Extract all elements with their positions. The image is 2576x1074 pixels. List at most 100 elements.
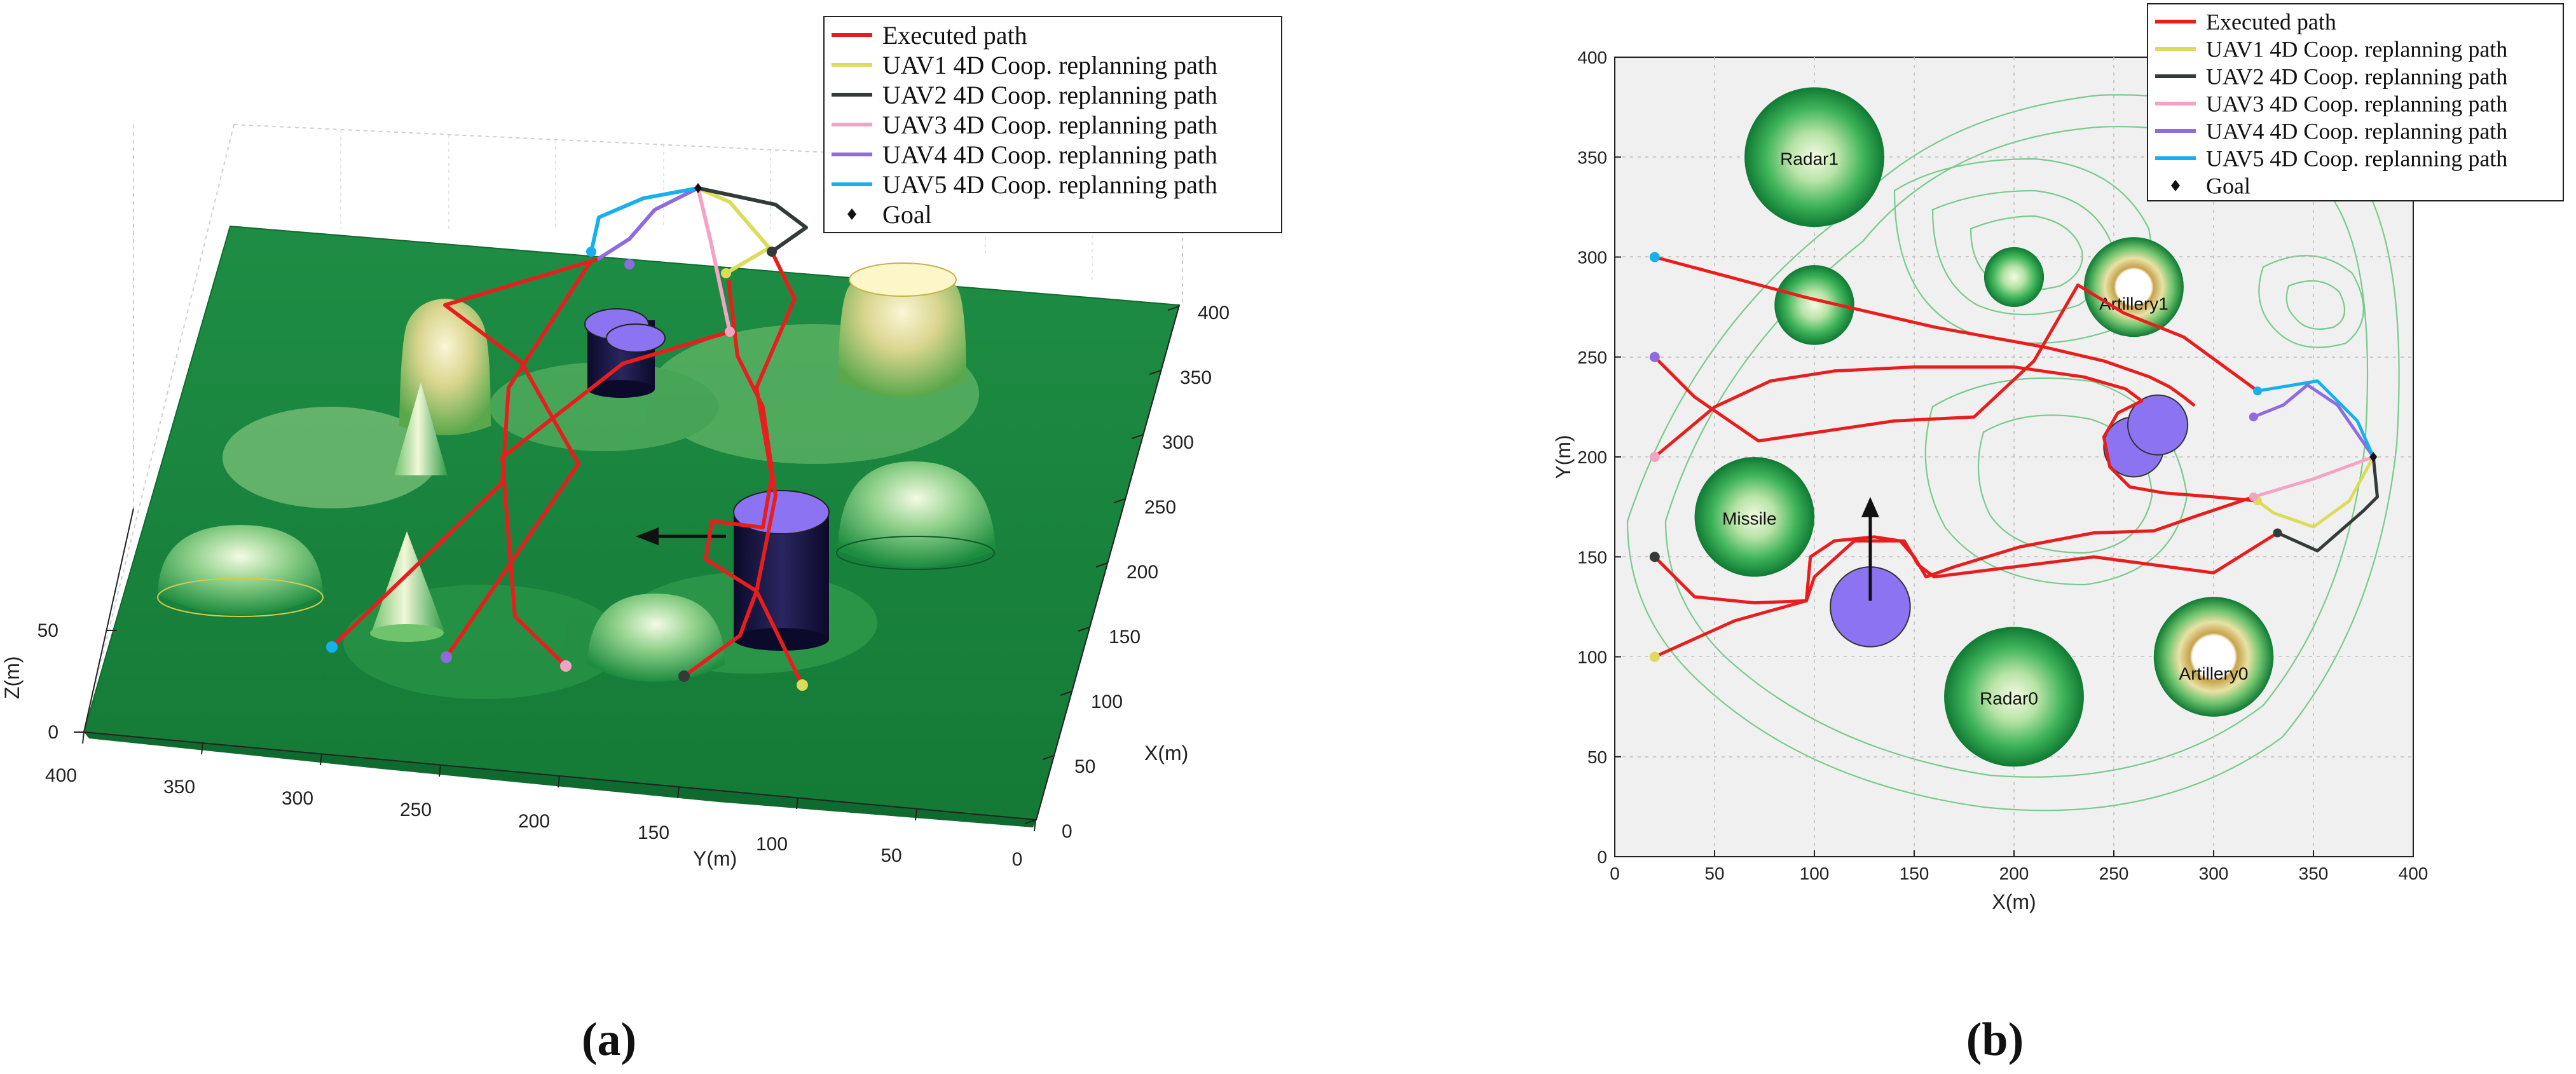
junction-marker [2253, 386, 2263, 396]
cone-front [371, 531, 445, 633]
y-axis-label-b: Y(m) [1552, 435, 1575, 479]
y-tick-label: 200 [1577, 447, 1607, 467]
x-tick-3d: 0 [1062, 821, 1072, 842]
y-tick-3d: 400 [45, 765, 77, 786]
series-path-executed-path-2 [1653, 365, 2259, 503]
y-tick-3d: 200 [518, 811, 550, 832]
panel-label-a: (a) [582, 1014, 636, 1066]
uav1-replan-3d [697, 186, 771, 275]
legend-label: UAV4 4D Coop. replanning path [2206, 119, 2507, 144]
threat-zone-missile [1694, 457, 1814, 577]
executed-paths-3d [330, 250, 804, 686]
arrow-head [1861, 496, 1879, 517]
legend-label: UAV2 4D Coop. replanning path [882, 81, 1217, 109]
legend-label: UAV5 4D Coop. replanning path [882, 170, 1217, 199]
dome-missile [587, 594, 725, 682]
legend-label: Goal [2206, 173, 2251, 199]
legend-label: Executed path [2206, 10, 2336, 35]
panel-a-3d-view: 0 50 100 150 200 250 300 350 400 X(m) 40… [1, 16, 1282, 1066]
start-point-marker [1649, 651, 1660, 662]
dome-artillery-back [838, 268, 966, 397]
panel-label-b: (b) [1966, 1014, 2024, 1066]
junction-uav1-3d [721, 268, 731, 278]
uav4-replan-3d [596, 186, 699, 261]
threat-label: Missile [1722, 508, 1777, 528]
series-path-executed-path-0 [1653, 255, 2196, 407]
panel-b-top-view: Radar1Artillery1MissileRadar0Artillery0 … [1552, 3, 2564, 1066]
series-path-uav5-4d-coop-replanning-path-9 [2256, 379, 2375, 459]
y-tick-3d: 150 [638, 822, 669, 843]
executed-path-3d-uav4 [443, 257, 598, 658]
dome-radar-left [158, 525, 323, 615]
junction-marker [2249, 412, 2258, 422]
legend-label: UAV1 4D Coop. replanning path [2206, 37, 2507, 62]
legend-label: UAV3 4D Coop. replanning path [2206, 92, 2507, 117]
start-point-marker [1649, 252, 1660, 262]
threat-zone-artillery1 [2083, 237, 2184, 337]
legend-goal-swatch [847, 208, 856, 220]
cone-back [394, 383, 448, 475]
x-axis-label-b: X(m) [1992, 890, 2036, 913]
uav2-replan-3d [697, 186, 808, 254]
threat-label: Radar0 [1980, 688, 2038, 708]
y-tick-label: 0 [1597, 847, 1607, 867]
x-tick-3d: 200 [1127, 562, 1158, 583]
series-path-uav2-4d-coop-replanning-path-6 [2276, 455, 2379, 553]
start-uav1-3d [797, 679, 808, 691]
axis-y-3d [82, 731, 1037, 832]
uav3-replan-3d [696, 187, 732, 332]
y-axis-label-3d: Y(m) [693, 847, 737, 870]
threat-zone-unnamed-1 [1774, 265, 1854, 345]
axis-x-3d-ticklabels: 0 50 100 150 200 250 300 350 400 [1062, 302, 1230, 842]
x-tick-3d: 350 [1180, 367, 1212, 388]
x-tick-3d: 50 [1074, 756, 1095, 777]
axis-ticks-b: 0 50 100 150 200 250 300 350 400 0 50 100 150 200 250 3… [1577, 48, 2428, 883]
obstacles [1830, 394, 2189, 648]
y-tick-3d: 100 [756, 834, 788, 855]
y-tick-label: 300 [1577, 248, 1607, 268]
direction-arrow-3d [636, 527, 726, 545]
junction-uav3-3d [725, 327, 735, 337]
series-path-uav1-4d-coop-replanning-path-5 [2256, 455, 2375, 529]
series-path-uav4-4d-coop-replanning-path-8 [2252, 383, 2375, 459]
x-tick-label: 100 [1800, 864, 1830, 883]
paths [1653, 255, 2379, 658]
y-tick-3d: 300 [282, 788, 313, 809]
axis-z-3d [74, 508, 134, 733]
junction-uav2-3d [767, 247, 777, 257]
obstacle-circle [2127, 394, 2189, 456]
y-tick-3d: 350 [163, 777, 195, 798]
x-tick-3d: 100 [1091, 691, 1123, 712]
x-tick-label: 50 [1704, 864, 1724, 883]
threat-zone-radar1 [1744, 87, 1884, 228]
dome-radar-right [838, 461, 996, 568]
threat-zone-unnamed-2 [1983, 247, 2045, 308]
legend-label: UAV1 4D Coop. replanning path [882, 51, 1217, 79]
y-tick-label: 400 [1577, 48, 1607, 67]
obstacle-cylinders [584, 308, 830, 651]
legend-label: Goal [882, 200, 932, 229]
y-tick-label: 250 [1577, 348, 1607, 367]
z-tick-3d: 50 [38, 620, 58, 641]
executed-path-3d-uav1 [727, 279, 804, 686]
y-tick-label: 100 [1577, 648, 1607, 667]
x-tick-3d: 150 [1109, 627, 1141, 648]
goal-marker-3d [694, 183, 702, 193]
threat-label: Radar1 [1780, 149, 1839, 168]
x-tick-label: 250 [2099, 864, 2129, 883]
threat-zone-radar0 [1944, 627, 2084, 767]
series-path-executed-path-4 [1653, 531, 2279, 658]
x-tick-3d: 300 [1162, 432, 1194, 453]
start-uav5-3d [326, 641, 338, 653]
z-axis-label-3d: Z(m) [1, 656, 24, 699]
uav5-replan-3d [589, 186, 699, 252]
threat-domes [157, 262, 996, 682]
threat-zone-artillery0 [2153, 597, 2274, 717]
axis-x-3d [1024, 304, 1180, 824]
legend-label: Executed path [882, 21, 1027, 50]
start-uav3-3d [560, 660, 572, 672]
legend-label: UAV2 4D Coop. replanning path [2206, 64, 2507, 90]
executed-path-3d-uav3 [500, 330, 730, 668]
